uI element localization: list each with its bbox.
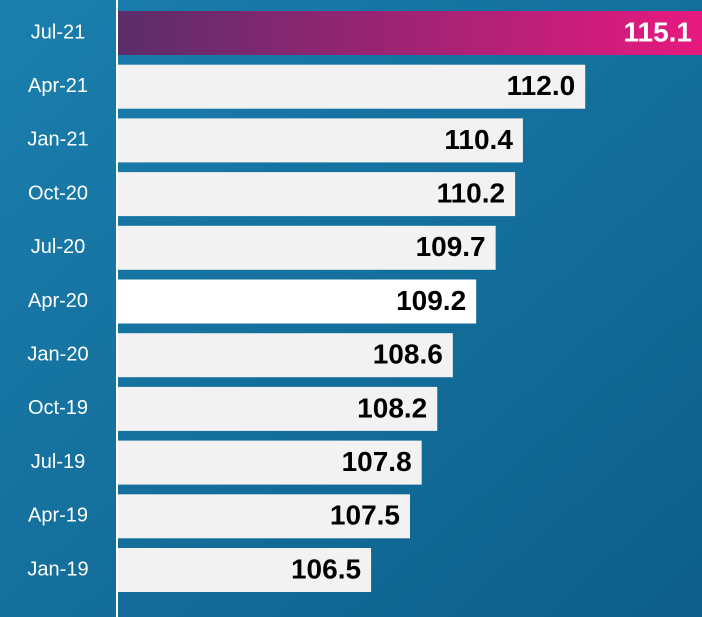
value-label: 109.7 — [416, 231, 486, 262]
value-label: 107.8 — [342, 446, 412, 477]
bar — [118, 548, 372, 592]
bar — [118, 440, 422, 485]
value-label: 108.2 — [357, 392, 427, 423]
y-tick-label: Apr-19 — [28, 505, 88, 527]
y-tick-label: Oct-19 — [28, 397, 88, 419]
bar — [118, 118, 523, 163]
y-tick-label: Jul-19 — [31, 451, 85, 473]
value-label: 110.2 — [437, 177, 506, 208]
bar — [118, 494, 410, 539]
value-label: 110.4 — [444, 124, 513, 155]
y-tick-label: Apr-21 — [28, 75, 88, 97]
y-tick-label: Jan-19 — [27, 558, 88, 580]
y-tick-label: Apr-20 — [28, 290, 88, 312]
value-label: 106.5 — [291, 553, 361, 584]
value-label: 112.0 — [507, 70, 576, 101]
value-label: 107.5 — [330, 500, 400, 531]
y-tick-label: Jan-21 — [27, 129, 88, 151]
bar — [118, 64, 586, 109]
bar — [118, 172, 516, 217]
y-tick-label: Jul-21 — [31, 21, 85, 43]
bar — [118, 225, 496, 270]
bar — [118, 11, 702, 55]
value-label: 108.6 — [373, 339, 443, 370]
y-tick-label: Jan-20 — [27, 343, 88, 365]
value-label: 109.2 — [396, 285, 466, 316]
value-label: 115.1 — [623, 16, 692, 47]
bar — [118, 333, 453, 378]
y-tick-label: Jul-20 — [31, 236, 85, 258]
bar — [118, 386, 438, 431]
bar — [118, 279, 477, 324]
y-tick-label: Oct-20 — [28, 182, 88, 204]
